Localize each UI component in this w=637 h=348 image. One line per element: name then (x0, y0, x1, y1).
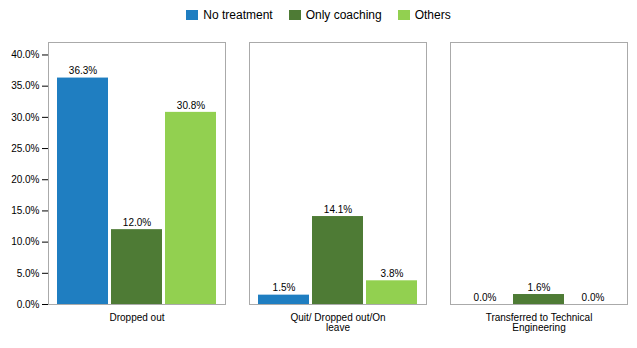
html-text:Others: Others (414, 8, 451, 22)
svg-text:Transferred to TechnicalEngine: Transferred to TechnicalEngineering (486, 312, 593, 333)
html-text:No treatment: No treatment (203, 8, 273, 22)
svg-text:Quit/ Dropped out/Onleave: Quit/ Dropped out/Onleave (290, 312, 385, 333)
svg-text:25.0%: 25.0% (11, 143, 39, 154)
svg-text:40.0%: 40.0% (11, 49, 39, 60)
svg-text:15.0%: 15.0% (11, 205, 39, 216)
svg-text:20.0%: 20.0% (11, 174, 39, 185)
svg-text:1.5%: 1.5% (273, 282, 296, 293)
svg-text:5.0%: 5.0% (17, 268, 40, 279)
svg-text:14.1%: 14.1% (324, 204, 352, 215)
svg-text:30.8%: 30.8% (177, 100, 205, 111)
svg-text:0.0%: 0.0% (17, 299, 40, 310)
svg-text:10.0%: 10.0% (11, 236, 39, 247)
svg-text:3.8%: 3.8% (381, 268, 404, 279)
html-text:Only coaching: Only coaching (305, 8, 382, 22)
svg-text:0.0%: 0.0% (474, 292, 497, 303)
svg-text:Dropped out: Dropped out (109, 312, 164, 323)
svg-text:1.6%: 1.6% (528, 282, 551, 293)
svg-text:36.3%: 36.3% (69, 65, 97, 76)
svg-text:30.0%: 30.0% (11, 112, 39, 123)
svg-text:0.0%: 0.0% (582, 292, 605, 303)
svg-text:12.0%: 12.0% (123, 217, 151, 228)
svg-text:35.0%: 35.0% (11, 80, 39, 91)
